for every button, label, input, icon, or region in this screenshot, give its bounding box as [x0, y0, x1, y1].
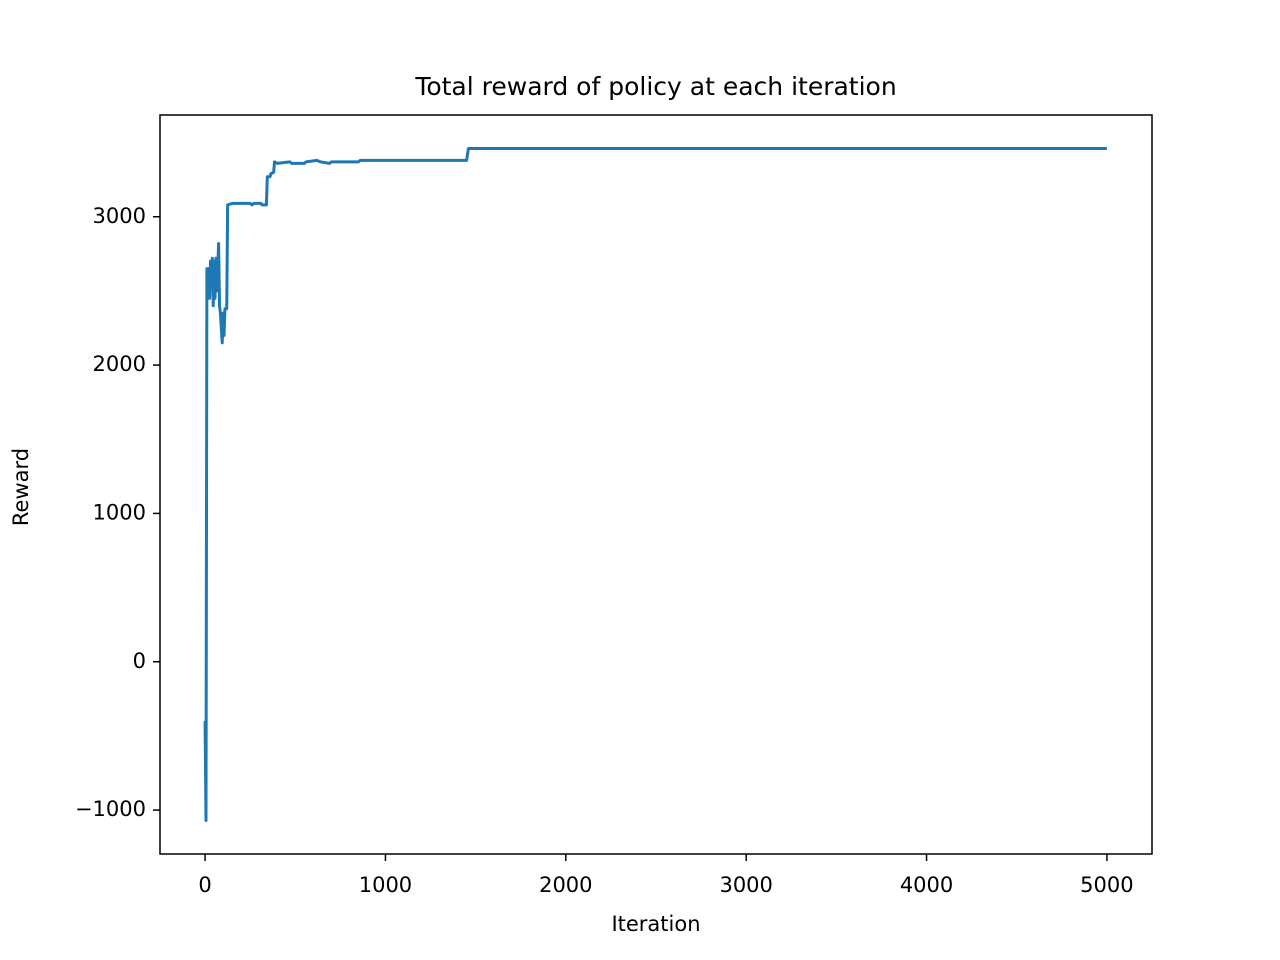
- y-tick-label: 1000: [93, 500, 146, 524]
- plot-frame: [159, 114, 1153, 855]
- y-axis-label: Reward: [9, 448, 33, 526]
- y-tick-label: 2000: [93, 352, 146, 376]
- x-tick-label: 1000: [359, 873, 412, 897]
- x-tick-label: 2000: [539, 873, 592, 897]
- x-tick-label: 0: [198, 873, 211, 897]
- y-tick-label: 0: [133, 649, 146, 673]
- y-tick-label: 3000: [93, 204, 146, 228]
- chart-title: Total reward of policy at each iteration: [414, 72, 896, 101]
- x-tick-label: 4000: [900, 873, 953, 897]
- y-tick-label: −1000: [75, 797, 146, 821]
- x-tick-label: 5000: [1080, 873, 1133, 897]
- x-axis-label: Iteration: [611, 912, 700, 936]
- x-tick-label: 3000: [719, 873, 772, 897]
- line-series: [203, 147, 1107, 822]
